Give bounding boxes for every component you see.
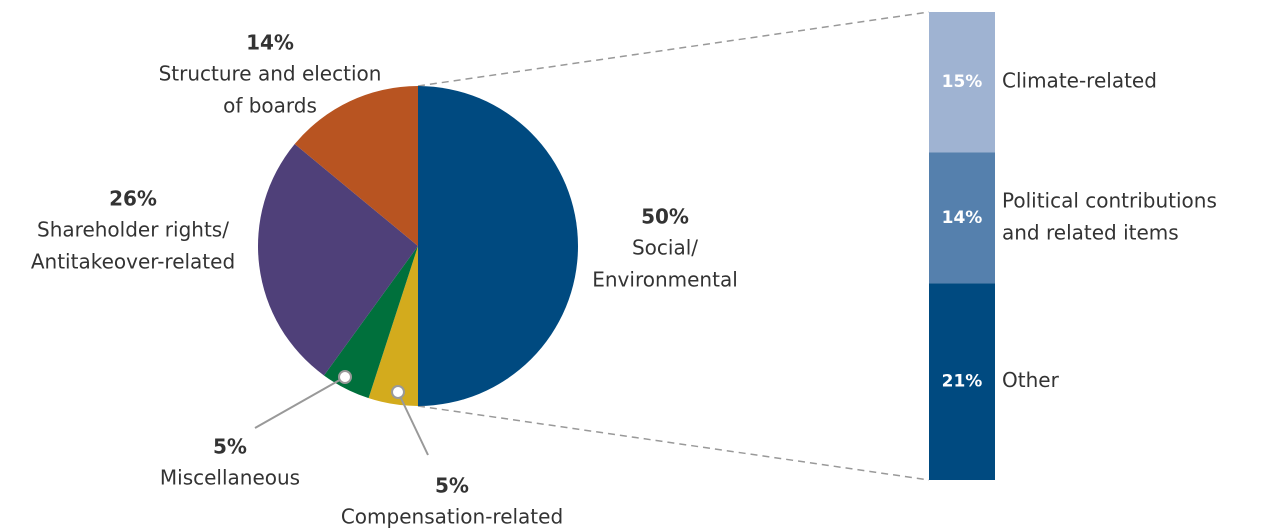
value-label: 14% xyxy=(246,31,294,55)
category-label: Antitakeover-related xyxy=(31,250,235,274)
value-label: 14% xyxy=(942,208,983,228)
category-label: Miscellaneous xyxy=(160,466,300,490)
leader-line xyxy=(254,376,346,429)
value-label: 15% xyxy=(942,72,983,92)
category-label: of boards xyxy=(223,94,317,118)
value-label: 5% xyxy=(213,435,247,459)
bar-segment xyxy=(929,12,995,153)
leader-dot xyxy=(338,370,352,384)
pie-slice xyxy=(418,86,578,406)
category-label: Political contributions xyxy=(1002,188,1217,212)
pie-slice xyxy=(368,246,418,407)
category-label: Shareholder rights/ xyxy=(37,218,229,242)
value-label: 5% xyxy=(435,474,469,498)
leader-line xyxy=(397,391,429,456)
pie-slice xyxy=(258,144,418,376)
pie-slice xyxy=(323,246,418,399)
leader-dot xyxy=(391,385,405,399)
category-label: Other xyxy=(1002,368,1060,392)
category-label: Structure and election xyxy=(159,62,382,86)
bar-segment xyxy=(929,283,995,480)
value-label: 26% xyxy=(109,187,157,211)
bar-segment xyxy=(929,152,995,284)
category-label: Compensation-related xyxy=(341,505,563,529)
value-label: 21% xyxy=(942,372,983,392)
category-label: Climate-related xyxy=(1002,69,1157,93)
category-label: and related items xyxy=(1002,220,1179,244)
connector xyxy=(417,11,930,87)
pie-slice xyxy=(294,86,418,246)
category-label: Environmental xyxy=(592,268,738,292)
value-label: 50% xyxy=(641,205,689,229)
connector xyxy=(417,405,930,481)
category-label: Social/ xyxy=(632,236,698,260)
